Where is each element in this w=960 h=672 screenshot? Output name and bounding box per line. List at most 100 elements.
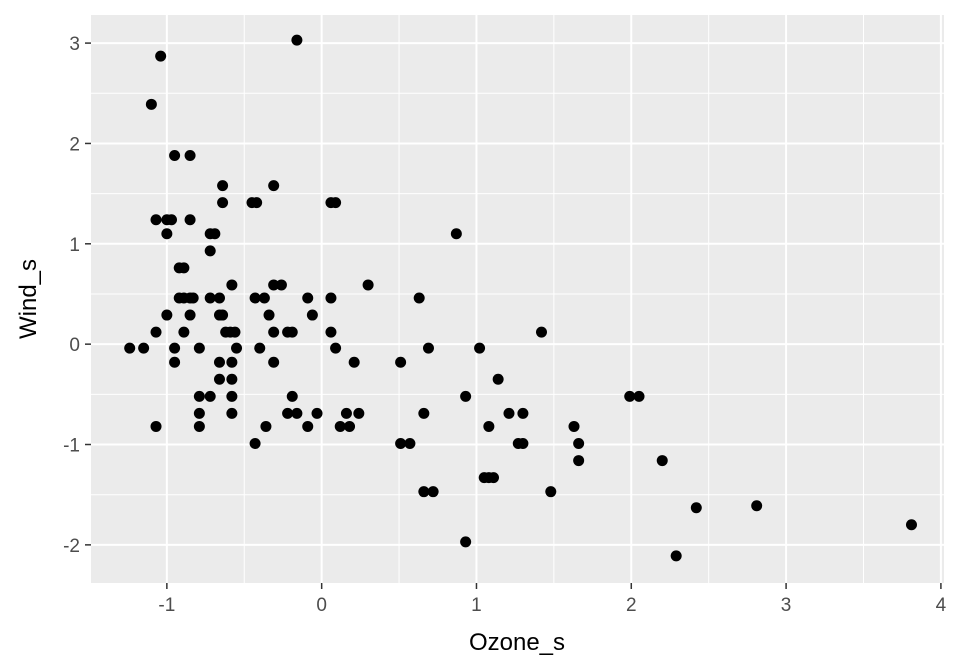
data-point: [166, 214, 178, 226]
data-point: [488, 472, 500, 484]
data-point: [226, 279, 238, 291]
data-point: [124, 342, 136, 354]
plot-panel: [91, 15, 944, 583]
data-point: [503, 407, 515, 419]
data-point: [169, 149, 181, 161]
data-point: [213, 373, 225, 385]
data-point: [413, 292, 425, 304]
x-tick-label: 4: [936, 595, 947, 616]
data-point: [258, 292, 270, 304]
data-point: [535, 326, 547, 338]
data-point: [395, 356, 407, 368]
data-point: [483, 420, 495, 432]
y-tick-label: -2: [63, 536, 80, 557]
data-point: [226, 390, 238, 402]
data-point: [427, 486, 439, 498]
data-point: [204, 245, 216, 257]
data-point: [226, 373, 238, 385]
data-point: [193, 420, 205, 432]
data-point: [161, 228, 173, 240]
data-point: [249, 438, 261, 450]
y-axis-ticks: -2 -1 0 1 2 3: [63, 34, 91, 557]
data-point: [268, 180, 280, 192]
data-points: [124, 34, 917, 562]
data-point: [334, 420, 346, 432]
data-point: [217, 309, 229, 321]
data-point: [460, 390, 472, 402]
data-point: [306, 309, 318, 321]
y-tick-label: 2: [69, 134, 80, 155]
minor-gridlines: [91, 15, 944, 583]
data-point: [268, 356, 280, 368]
data-point: [204, 292, 216, 304]
data-point: [145, 98, 157, 110]
y-tick-label: -1: [63, 436, 80, 457]
data-point: [282, 407, 294, 419]
data-point: [404, 438, 416, 450]
data-point: [573, 438, 585, 450]
data-point: [690, 502, 702, 514]
data-point: [492, 373, 504, 385]
data-point: [226, 356, 238, 368]
data-point: [150, 420, 162, 432]
data-point: [249, 292, 261, 304]
data-point: [353, 407, 365, 419]
data-point: [268, 279, 280, 291]
data-point: [263, 309, 275, 321]
data-point: [325, 292, 337, 304]
x-tick-label: -1: [158, 595, 175, 616]
y-tick-label: 3: [69, 34, 80, 55]
y-axis-title: Wind_s: [15, 259, 42, 339]
data-point: [268, 326, 280, 338]
data-point: [184, 149, 196, 161]
data-point: [517, 407, 529, 419]
data-point: [150, 326, 162, 338]
data-point: [291, 34, 303, 46]
data-point: [231, 342, 243, 354]
data-point: [193, 407, 205, 419]
data-point: [395, 438, 407, 450]
data-point: [422, 342, 434, 354]
data-point: [217, 197, 229, 209]
data-point: [187, 292, 199, 304]
data-point: [178, 262, 190, 274]
data-point: [751, 500, 763, 512]
data-point: [670, 550, 682, 562]
data-point: [418, 407, 430, 419]
data-point: [169, 356, 181, 368]
data-point: [184, 214, 196, 226]
data-point: [193, 390, 205, 402]
data-point: [624, 390, 636, 402]
data-point: [161, 309, 173, 321]
data-point: [254, 342, 266, 354]
data-point: [545, 486, 557, 498]
x-axis-ticks: -1 0 1 2 3 4: [158, 583, 947, 616]
data-point: [311, 407, 323, 419]
data-point: [450, 228, 462, 240]
data-point: [656, 455, 668, 467]
y-tick-label: 0: [69, 335, 80, 356]
data-point: [260, 420, 272, 432]
data-point: [275, 279, 287, 291]
data-point: [209, 228, 221, 240]
data-point: [573, 455, 585, 467]
data-point: [150, 214, 162, 226]
data-point: [178, 326, 190, 338]
data-point: [330, 197, 342, 209]
data-point: [302, 420, 314, 432]
major-gridlines: [91, 15, 944, 583]
data-point: [138, 342, 150, 354]
data-point: [474, 342, 486, 354]
data-point: [905, 519, 917, 531]
x-tick-label: 1: [471, 595, 482, 616]
data-point: [344, 420, 356, 432]
data-point: [193, 342, 205, 354]
data-point: [291, 407, 303, 419]
x-tick-label: 3: [781, 595, 792, 616]
data-point: [213, 356, 225, 368]
data-point: [340, 407, 352, 419]
data-point: [362, 279, 374, 291]
data-point: [286, 326, 298, 338]
data-point: [418, 486, 430, 498]
